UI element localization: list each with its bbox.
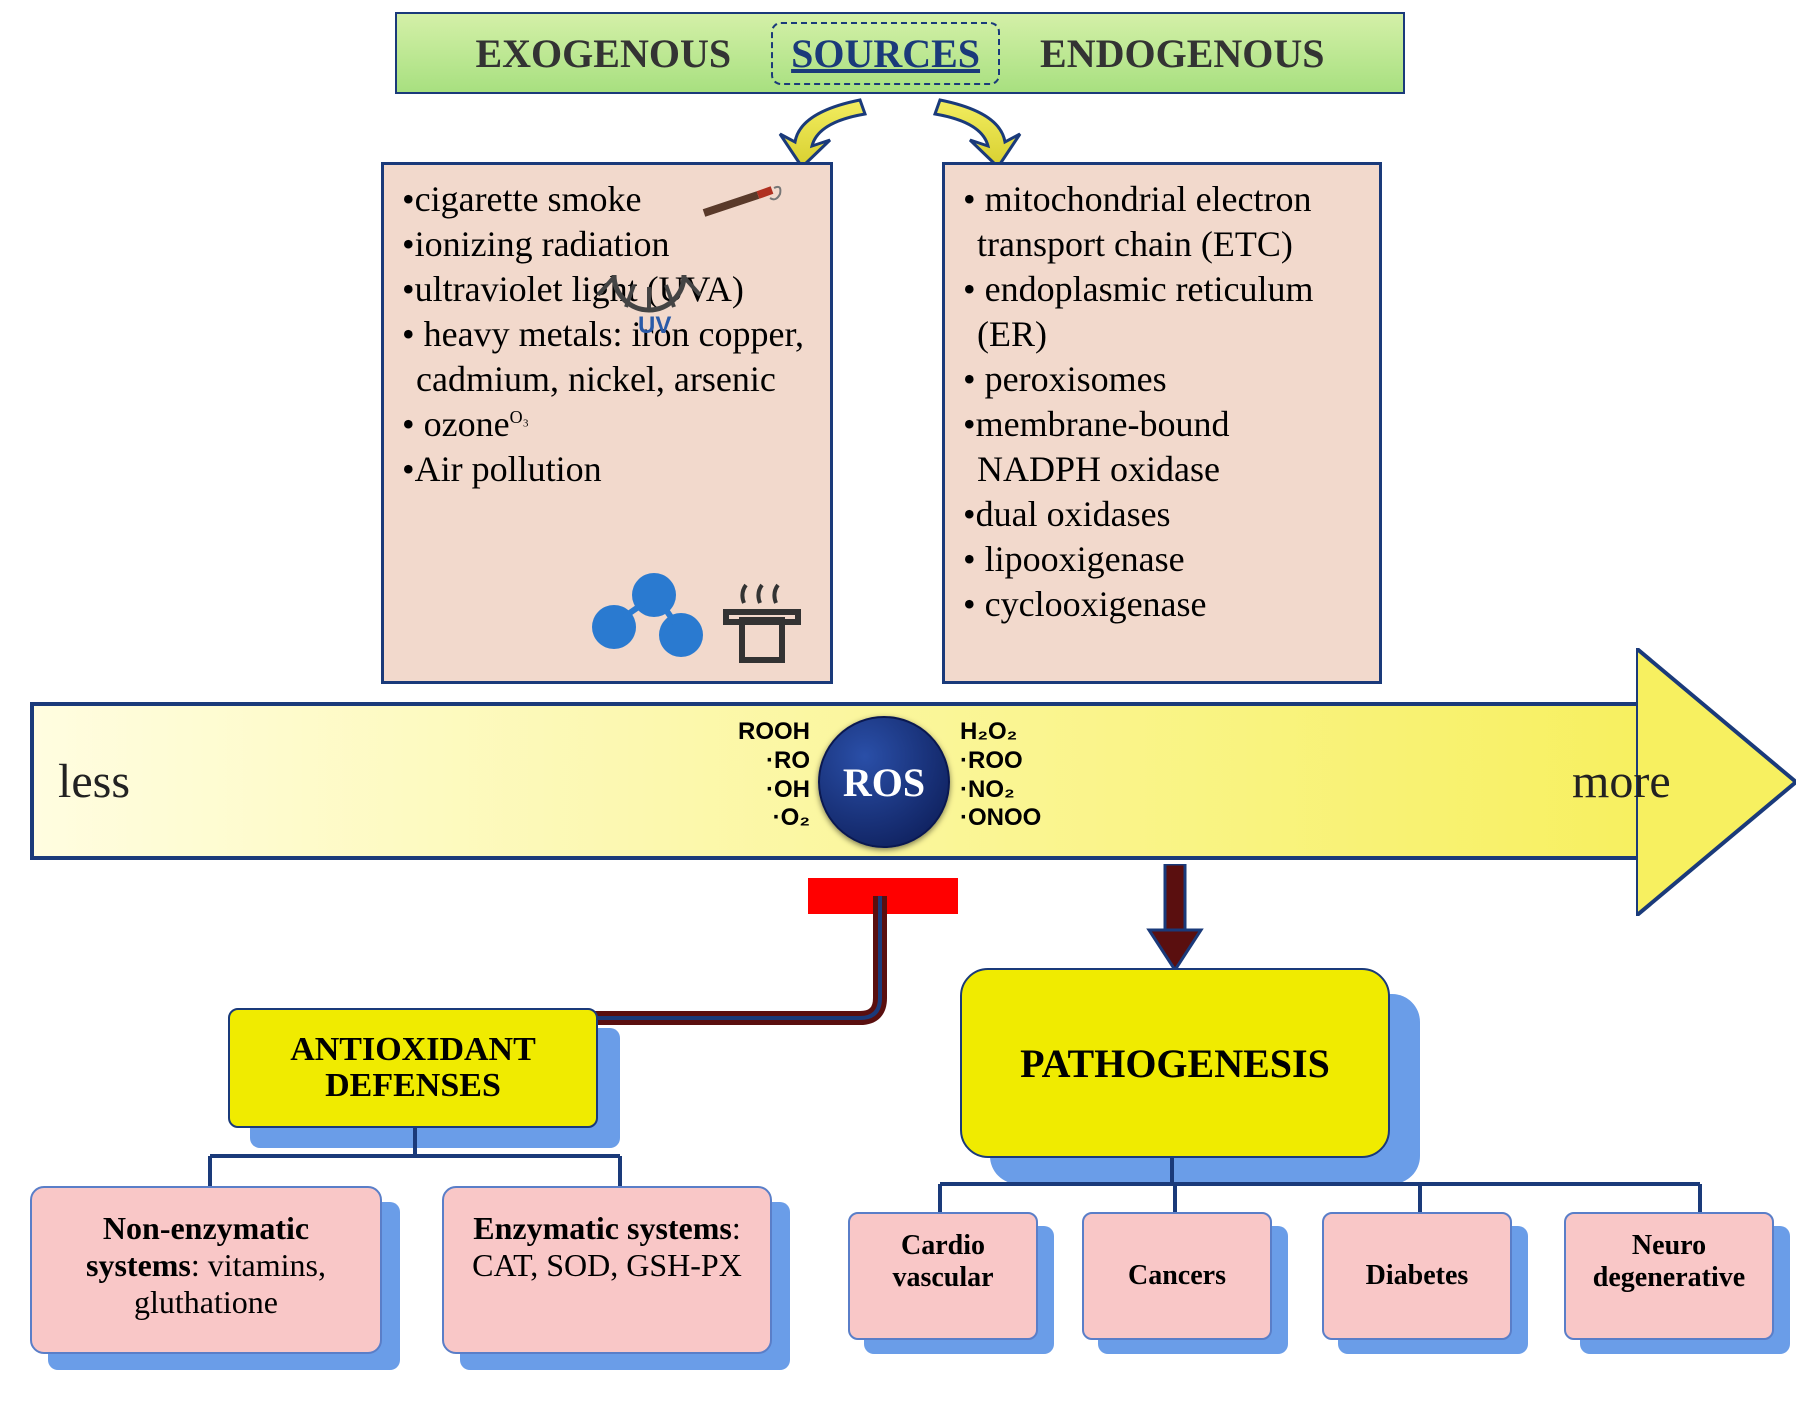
list-item: • cyclooxigenase bbox=[963, 582, 1355, 627]
sources-header: EXOGENOUS SOURCES ENDOGENOUS bbox=[395, 12, 1405, 94]
diabetes-box: Diabetes bbox=[1322, 1212, 1512, 1340]
nonenzymatic-box: Non-enzymatic systems: vitamins, gluthat… bbox=[30, 1186, 382, 1354]
list-item: • ozoneO₃ bbox=[402, 402, 806, 447]
list-item: • lipooxigenase bbox=[963, 537, 1355, 582]
endogenous-list: • mitochondrial electron transport chain… bbox=[963, 177, 1355, 627]
list-item: • peroxisomes bbox=[963, 357, 1355, 402]
list-item: • mitochondrial electron transport chain… bbox=[963, 177, 1355, 267]
list-item: •Air pollution bbox=[402, 447, 806, 492]
exogenous-label: EXOGENOUS bbox=[475, 30, 731, 77]
endogenous-label: ENDOGENOUS bbox=[1040, 30, 1325, 77]
list-item: •membrane-bound NADPH oxidase bbox=[963, 402, 1355, 492]
antioxidant-title-box: ANTIOXIDANT DEFENSES bbox=[228, 1008, 598, 1128]
list-item: • endoplasmic reticulum (ER) bbox=[963, 267, 1355, 357]
cardio-box: Cardio vascular bbox=[848, 1212, 1038, 1340]
less-label: less bbox=[58, 754, 130, 809]
ros-species-right: H₂O₂ ·ROO ·NO₂ ·ONOO bbox=[960, 718, 1120, 833]
neuro-box: Neuro degenerative bbox=[1564, 1212, 1774, 1340]
ros-circle: ROS bbox=[818, 716, 950, 848]
svg-text:UV: UV bbox=[638, 312, 671, 339]
sources-arrows bbox=[740, 92, 1060, 172]
enzymatic-box: Enzymatic systems: CAT, SOD, GSH-PX bbox=[442, 1186, 772, 1354]
cancers-box: Cancers bbox=[1082, 1212, 1272, 1340]
uv-icon: UV bbox=[584, 255, 714, 345]
exogenous-box: •cigarette smoke •ionizing radiation •ul… bbox=[381, 162, 833, 684]
pathogenesis-arrow bbox=[1145, 864, 1205, 974]
endogenous-box: • mitochondrial electron transport chain… bbox=[942, 162, 1382, 684]
list-item: •dual oxidases bbox=[963, 492, 1355, 537]
more-label: more bbox=[1572, 754, 1671, 809]
sources-label: SOURCES bbox=[771, 22, 1000, 85]
ros-species-left: ROOH ·RO ·OH ·O₂ bbox=[670, 718, 810, 833]
cigarette-icon bbox=[694, 185, 784, 225]
pathogenesis-title-box: PATHOGENESIS bbox=[960, 968, 1390, 1158]
ozone-icon bbox=[579, 565, 709, 665]
chimney-icon bbox=[714, 565, 804, 675]
